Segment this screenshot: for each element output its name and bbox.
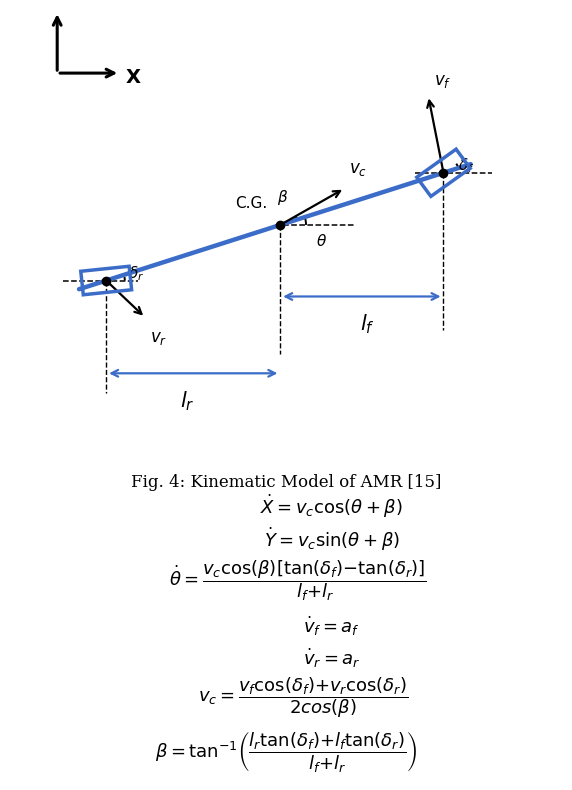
- Text: $\dot{X} = v_c \cos(\theta + \beta)$: $\dot{X} = v_c \cos(\theta + \beta)$: [260, 493, 403, 521]
- Text: $\dot{v}_r = a_r$: $\dot{v}_r = a_r$: [303, 647, 360, 671]
- Text: Fig. 4: Kinematic Model of AMR [15]: Fig. 4: Kinematic Model of AMR [15]: [131, 474, 441, 491]
- Text: $\dot{v}_f = a_f$: $\dot{v}_f = a_f$: [303, 615, 360, 638]
- Text: Y: Y: [45, 0, 58, 3]
- Text: $v_c$: $v_c$: [349, 160, 367, 179]
- Text: X: X: [126, 68, 141, 87]
- Text: $\beta$: $\beta$: [277, 189, 289, 208]
- Text: $\boldsymbol{l_r}$: $\boldsymbol{l_r}$: [180, 389, 195, 412]
- Text: C.G.: C.G.: [236, 196, 268, 211]
- Text: $\delta_f$: $\delta_f$: [458, 156, 474, 175]
- Text: $v_f$: $v_f$: [434, 72, 451, 90]
- Text: $\dot{\theta} = \dfrac{v_c \cos(\beta)[\tan(\delta_f){-}\tan(\delta_r)]}{l_f{+}l: $\dot{\theta} = \dfrac{v_c \cos(\beta)[\…: [169, 559, 426, 604]
- Text: $v_r$: $v_r$: [150, 329, 167, 347]
- Text: $\beta = \tan^{-1}\!\left(\dfrac{l_r \tan(\delta_f){+}l_f \tan(\delta_r)}{l_f{+}: $\beta = \tan^{-1}\!\left(\dfrac{l_r \ta…: [155, 728, 417, 773]
- Text: $\delta_r$: $\delta_r$: [128, 265, 144, 283]
- Text: $v_c = \dfrac{v_f \cos(\delta_f){+}v_r \cos(\delta_r)}{2cos(\beta)}$: $v_c = \dfrac{v_f \cos(\delta_f){+}v_r \…: [198, 675, 408, 720]
- Text: $\boldsymbol{l_f}$: $\boldsymbol{l_f}$: [360, 312, 375, 336]
- Text: $\theta$: $\theta$: [316, 233, 327, 249]
- Text: $\dot{Y} = v_c \sin(\theta + \beta)$: $\dot{Y} = v_c \sin(\theta + \beta)$: [264, 525, 400, 553]
